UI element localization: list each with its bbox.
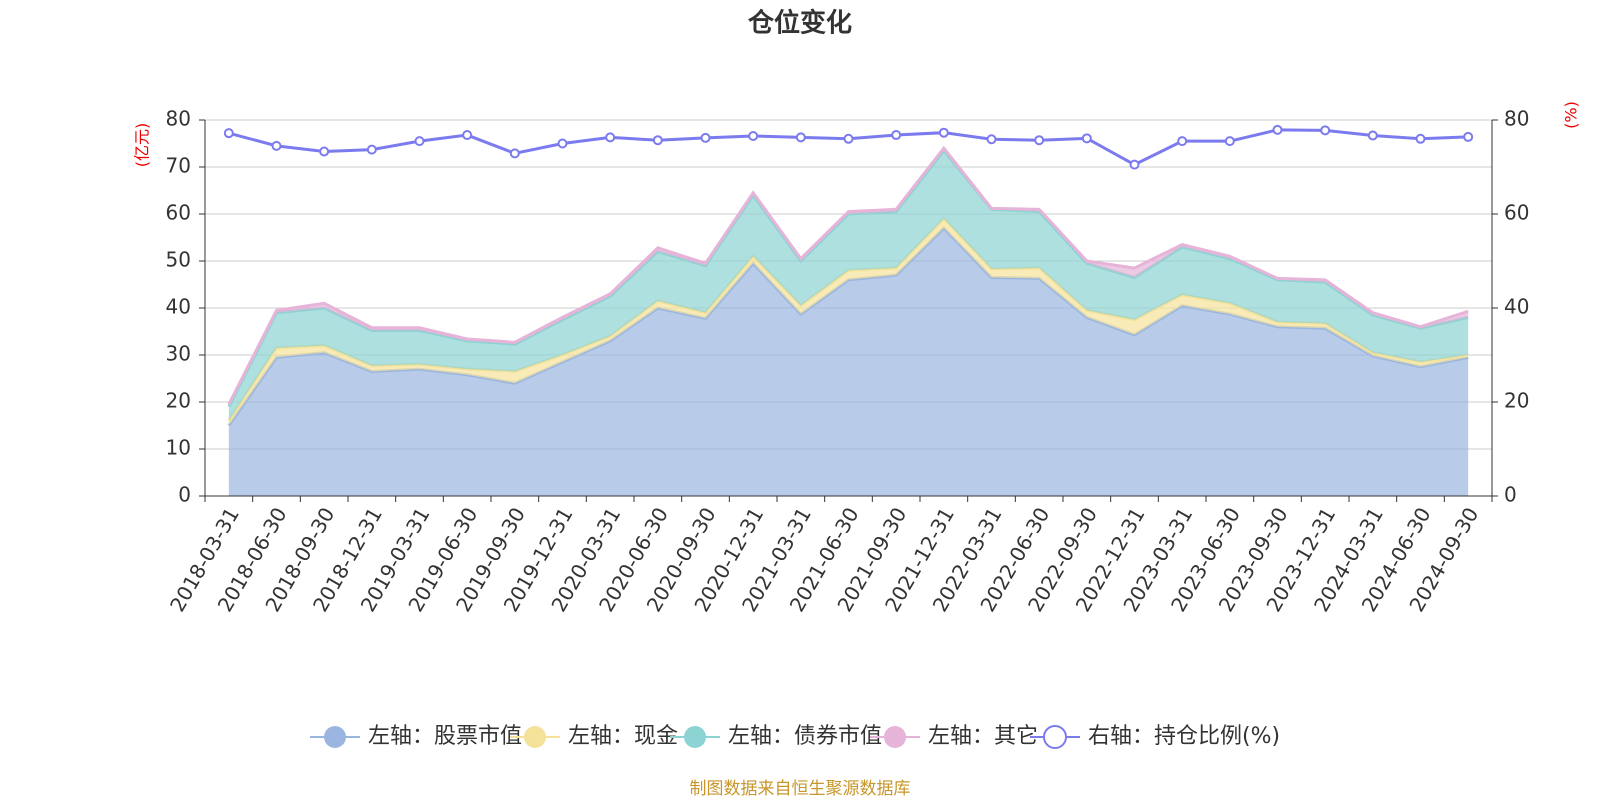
y-tick-label: 10 xyxy=(166,436,191,460)
ratio-point xyxy=(938,127,949,138)
legend-item: 右轴：持仓比例(%) xyxy=(1030,724,1280,749)
ratio-point xyxy=(1224,136,1235,147)
ratio-point xyxy=(1081,133,1092,144)
y2-tick-label: 20 xyxy=(1504,389,1529,413)
area xyxy=(228,228,1469,496)
areas xyxy=(227,145,1469,496)
y2-axis-label: (%) xyxy=(1562,101,1581,129)
ratio-point xyxy=(223,128,234,139)
legend-symbol xyxy=(324,726,346,748)
legend-label: 左轴：债券市值 xyxy=(728,724,882,749)
area-edge xyxy=(227,145,1469,406)
ratio-point xyxy=(652,135,663,146)
y-tick-label: 30 xyxy=(166,342,191,366)
ratio-point xyxy=(1034,135,1045,146)
y-tick-label: 60 xyxy=(166,201,191,225)
ratio-point xyxy=(366,144,377,155)
legend-symbol xyxy=(1043,725,1067,749)
ratio-point xyxy=(1129,159,1140,170)
ratio-point xyxy=(557,138,568,149)
legend-item: 左轴：股票市值 xyxy=(310,724,522,749)
legend-item: 左轴：现金 xyxy=(510,724,678,749)
ratio-point xyxy=(414,136,425,147)
y2-tick-label: 40 xyxy=(1504,295,1529,319)
source-note: 制图数据来自恒生聚源数据库 xyxy=(690,779,911,799)
legend-symbol xyxy=(884,726,906,748)
y-tick-label: 0 xyxy=(178,483,191,507)
ratio-point xyxy=(605,132,616,143)
ratio-point xyxy=(319,146,330,157)
y-tick-label: 40 xyxy=(166,295,191,319)
legend-symbol xyxy=(684,726,706,748)
ratio-point xyxy=(843,133,854,144)
legend-item: 左轴：其它 xyxy=(870,724,1038,749)
y-tick-label: 70 xyxy=(166,154,191,178)
legend-label: 左轴：现金 xyxy=(568,724,678,749)
legend-label: 右轴：持仓比例(%) xyxy=(1088,724,1280,749)
ratio-point xyxy=(509,148,520,159)
chart-title: 仓位变化 xyxy=(747,8,852,39)
y-tick-label: 20 xyxy=(166,389,191,413)
ratio-point xyxy=(700,132,711,143)
area xyxy=(228,150,1469,421)
ratio-point xyxy=(795,132,806,143)
ratio-point xyxy=(462,130,473,141)
legend-item: 左轴：债券市值 xyxy=(670,724,882,749)
ratio-point xyxy=(1272,124,1283,135)
y-tick-label: 50 xyxy=(166,248,191,272)
ratio-point xyxy=(1463,131,1474,142)
ratio-point xyxy=(748,130,759,141)
y2-tick-label: 80 xyxy=(1504,107,1529,131)
y-tick-label: 80 xyxy=(166,107,191,131)
ratio-point xyxy=(1177,136,1188,147)
ratio-point xyxy=(1320,125,1331,136)
legend-symbol xyxy=(524,726,546,748)
y-axis-label: (亿元) xyxy=(133,123,152,168)
y2-tick-label: 0 xyxy=(1504,483,1517,507)
legend-label: 左轴：其它 xyxy=(928,724,1038,749)
ratio-point xyxy=(271,140,282,151)
ratio-point xyxy=(1415,133,1426,144)
ratio-point xyxy=(986,134,997,145)
y2-tick-label: 60 xyxy=(1504,201,1529,225)
legend-label: 左轴：股票市值 xyxy=(368,724,522,749)
ratio-point xyxy=(1367,130,1378,141)
ratio-point xyxy=(891,130,902,141)
